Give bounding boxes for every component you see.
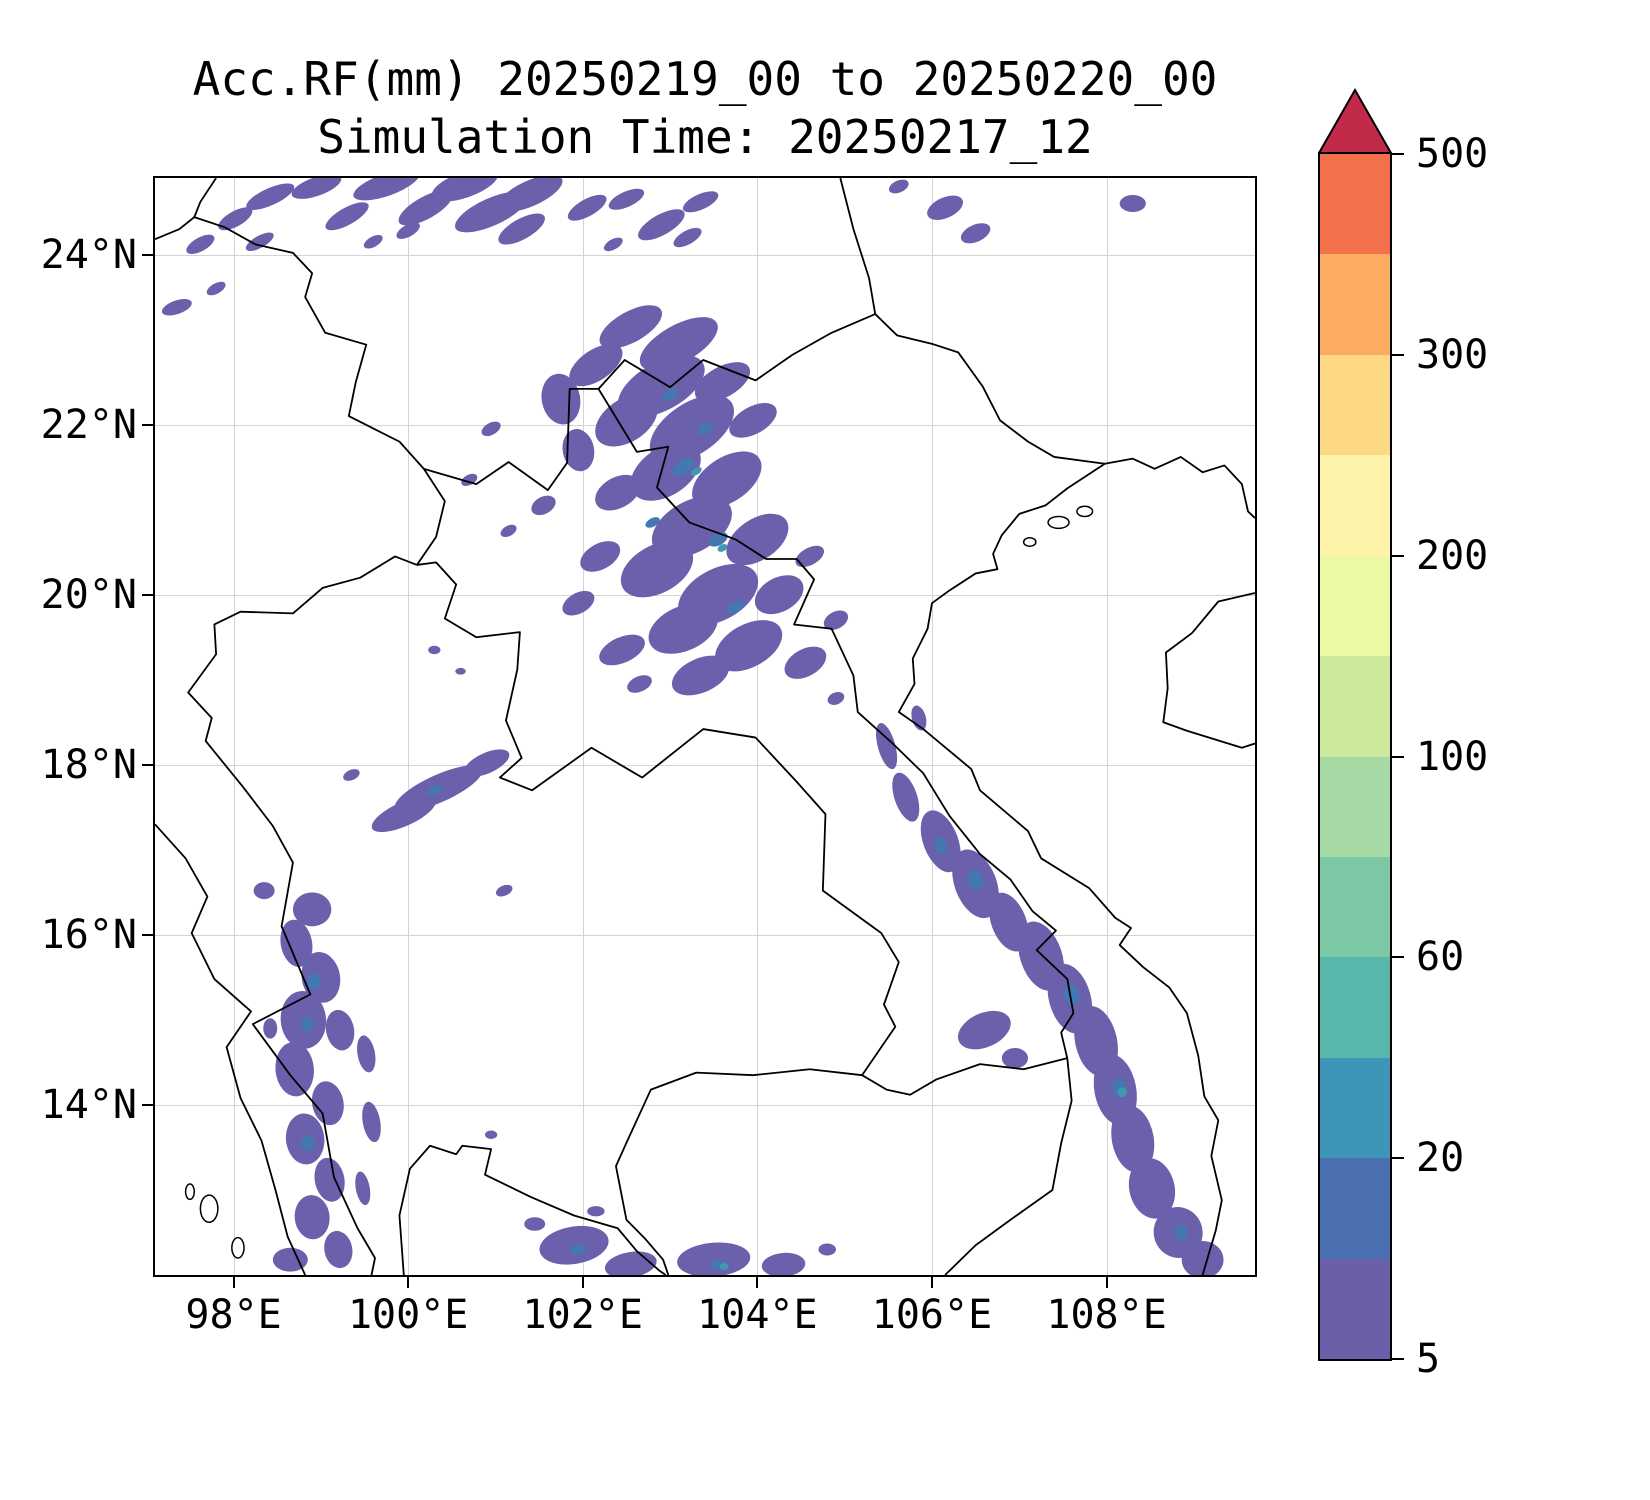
y-tick-label: 16°N <box>40 911 137 958</box>
country-borders <box>155 178 1105 1275</box>
x-tick-label: 104°E <box>697 1292 818 1338</box>
grid-line-vertical <box>233 178 235 1275</box>
y-tick-mark <box>142 253 153 256</box>
map-canvas <box>155 178 1255 1275</box>
gulf-of-thailand-coast <box>399 1146 665 1275</box>
colorbar-segment <box>1320 555 1390 657</box>
thailand-cambodia-border <box>616 1069 862 1275</box>
colorbar-tick-label: 20 <box>1416 1135 1465 1182</box>
colorbar-segment <box>1320 756 1390 857</box>
x-tick-mark <box>1105 1277 1108 1288</box>
rainfall-shading <box>161 178 1224 1275</box>
grid-line-vertical <box>1106 178 1108 1275</box>
andaman-island <box>186 1184 195 1199</box>
laos-cambodia-border <box>862 1058 1067 1095</box>
china-border <box>194 178 1105 490</box>
colorbar-segment <box>1320 154 1390 255</box>
tonkin-island <box>1048 516 1069 528</box>
x-tick-mark <box>407 1277 410 1288</box>
y-tick-mark <box>142 763 153 766</box>
coastlines <box>155 457 1255 1275</box>
x-tick-label: 108°E <box>1046 1292 1167 1338</box>
myanmar-coast <box>155 824 305 1275</box>
colorbar-tick-label: 500 <box>1416 131 1489 177</box>
x-tick-mark <box>930 1277 933 1288</box>
grid-line-horizontal <box>155 1104 1255 1106</box>
colorbar-segment <box>1320 1057 1390 1159</box>
colorbar-tick-mark <box>1392 153 1404 155</box>
colorbar-segment <box>1320 254 1390 355</box>
grid-line-horizontal <box>155 934 1255 936</box>
y-tick-label: 24°N <box>40 231 137 278</box>
grid-line-vertical <box>757 178 759 1275</box>
colorbar-segment <box>1320 656 1390 757</box>
colorbar-segment <box>1320 957 1390 1058</box>
colorbar-extend-arrow <box>1318 88 1392 154</box>
colorbar: 5 20 60 100 200 300 500 <box>1318 88 1538 1388</box>
hainan-island-coast <box>1163 593 1255 748</box>
colorbar-tick-mark <box>1392 1358 1404 1360</box>
y-tick-mark <box>142 933 153 936</box>
tonkin-island <box>1024 538 1036 547</box>
y-tick-mark <box>142 423 153 426</box>
colorbar-tick-label: 300 <box>1416 331 1489 378</box>
colorbar-tick-label: 200 <box>1416 532 1489 579</box>
y-tick-label: 18°N <box>40 741 137 788</box>
y-tick-label: 14°N <box>40 1081 137 1128</box>
colorbar-segment <box>1320 1158 1390 1259</box>
y-tick-mark <box>142 593 153 596</box>
guangxi-coast <box>1105 457 1255 518</box>
x-tick-mark <box>581 1277 584 1288</box>
map-axes <box>153 176 1257 1277</box>
colorbar-segment <box>1320 856 1390 958</box>
plot-subtitle: Simulation Time: 20250217_12 <box>317 110 1093 164</box>
grid-line-horizontal <box>155 254 1255 256</box>
x-tick-label: 100°E <box>347 1292 469 1338</box>
tonkin-island <box>1077 506 1093 516</box>
colorbar-tick-mark <box>1392 755 1404 758</box>
colorbar-segment <box>1320 455 1390 556</box>
colorbar-tick-mark <box>1392 353 1404 356</box>
y-tick-mark <box>142 1103 153 1106</box>
colorbar-bar <box>1318 152 1392 1361</box>
colorbar-tick-label: 100 <box>1416 733 1489 780</box>
y-tick-label: 22°N <box>40 401 137 448</box>
colorbar-tick-mark <box>1392 1157 1404 1160</box>
china-border-west-spur <box>155 217 194 239</box>
y-tick-label: 20°N <box>40 571 137 618</box>
x-tick-label: 106°E <box>871 1292 993 1338</box>
grid-line-horizontal <box>155 764 1255 766</box>
colorbar-segment <box>1320 1258 1390 1359</box>
grid-line-vertical <box>582 178 584 1275</box>
x-tick-mark <box>756 1277 759 1288</box>
andaman-island <box>200 1195 217 1222</box>
myanmar-laos-border <box>417 469 445 565</box>
colorbar-segment <box>1320 354 1390 456</box>
colorbar-tick-label: 60 <box>1416 934 1465 981</box>
grid-line-vertical <box>931 178 933 1275</box>
colorbar-tick-mark <box>1392 956 1404 959</box>
vietnam-coast <box>899 464 1222 1275</box>
grid-line-vertical <box>408 178 410 1275</box>
colorbar-tick-label: 5 <box>1416 1336 1441 1382</box>
plot-title: Acc.RF(mm) 20250219_00 to 20250220_00 <box>192 52 1218 106</box>
myanmar-thailand-border <box>188 556 417 1275</box>
laos-vietnam-border <box>598 389 1073 1058</box>
vietnam-cambodia-border <box>945 1058 1072 1275</box>
andaman-island <box>232 1238 244 1258</box>
thailand-laos-border <box>417 562 899 1075</box>
colorbar-tick-mark <box>1392 554 1404 557</box>
x-tick-label: 98°E <box>185 1292 282 1338</box>
x-tick-label: 102°E <box>522 1292 643 1338</box>
china-border-north-spur <box>840 178 875 314</box>
x-tick-mark <box>232 1277 235 1288</box>
